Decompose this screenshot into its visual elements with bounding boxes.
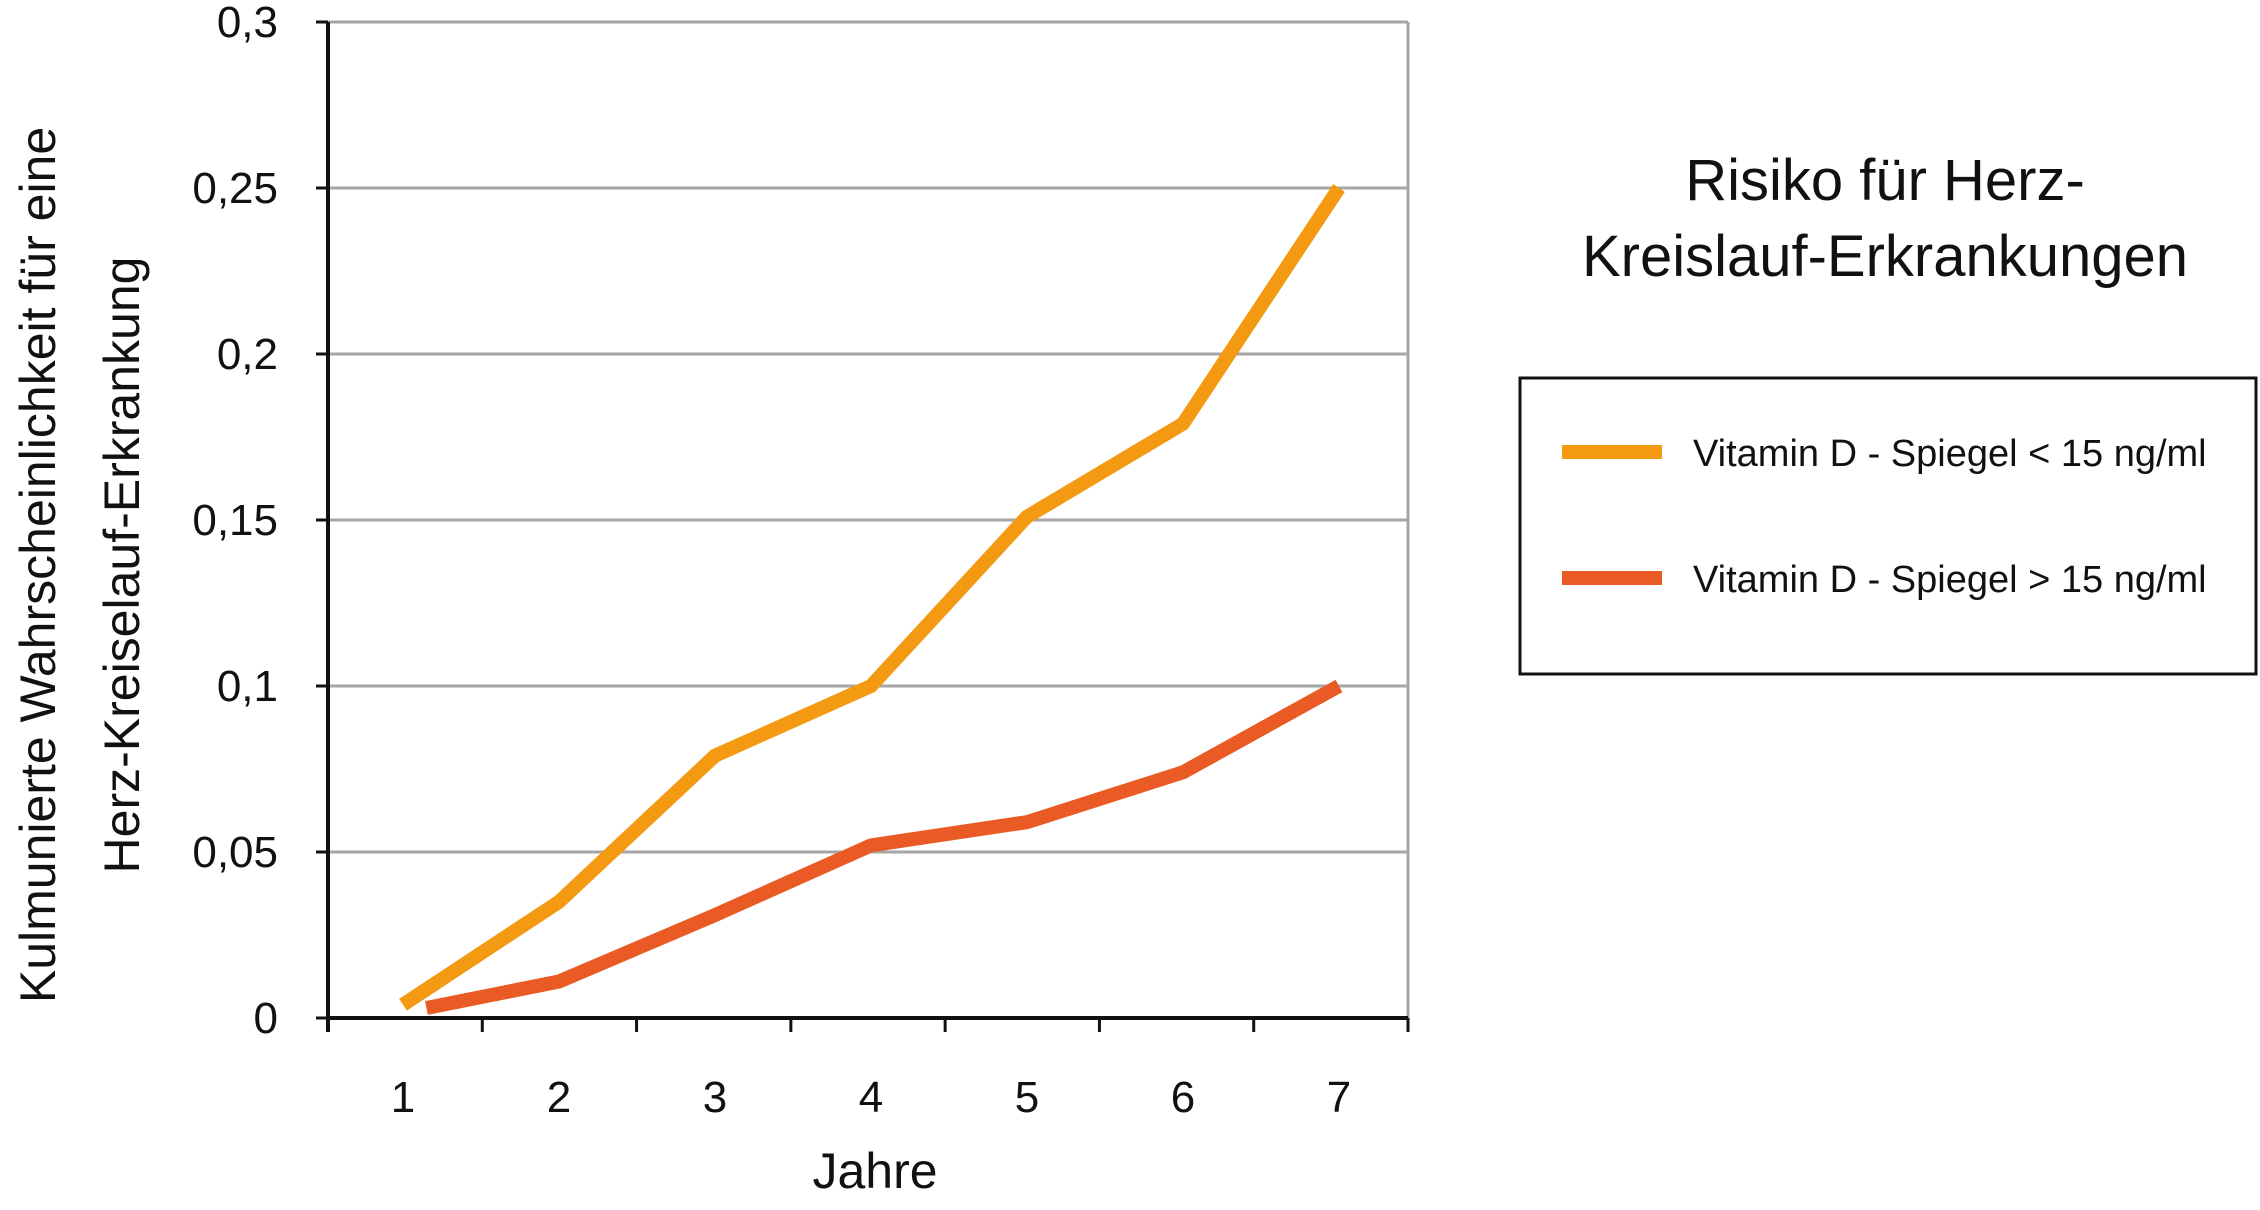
y-axis-title-line-2: Herz-Kreiselauf-Erkrankung xyxy=(94,257,150,874)
x-tick-label: 1 xyxy=(391,1073,415,1122)
chart-title-line-1: Risiko für Herz- xyxy=(1685,148,2085,213)
series-line-2 xyxy=(425,679,1343,1015)
x-tick-labels: 1 2 3 4 5 6 7 xyxy=(391,1073,1351,1122)
x-tick-label: 6 xyxy=(1171,1073,1195,1122)
y-axis-title-line-1: Kulmunierte Wahrscheinlichkeit für eine xyxy=(10,127,66,1003)
x-tick-label: 4 xyxy=(859,1073,883,1122)
legend-label-series-2: Vitamin D - Spiegel > 15 ng/ml xyxy=(1693,559,2207,601)
y-tick-label: 0,25 xyxy=(192,164,278,213)
y-tick-label: 0,2 xyxy=(217,330,278,379)
x-tick-label: 7 xyxy=(1327,1073,1351,1122)
x-tick-label: 2 xyxy=(547,1073,571,1122)
x-axis-title: Jahre xyxy=(812,1143,937,1199)
legend-box xyxy=(1518,376,2258,676)
y-tick-label: 0,3 xyxy=(217,0,278,47)
y-tick-label: 0 xyxy=(254,994,278,1043)
chart-title-line-2: Kreislauf-Erkrankungen xyxy=(1582,224,2188,289)
x-tick-label: 3 xyxy=(703,1073,727,1122)
gridlines xyxy=(328,20,1410,1018)
y-tick-labels: 0 0,05 0,1 0,15 0,2 0,25 0,3 xyxy=(192,0,278,1043)
legend: Vitamin D - Spiegel < 15 ng/ml Vitamin D… xyxy=(1518,376,2258,676)
series-lines xyxy=(399,184,1345,1015)
y-tick-label: 0,1 xyxy=(217,662,278,711)
x-tick-label: 5 xyxy=(1015,1073,1039,1122)
y-tick-label: 0,05 xyxy=(192,828,278,877)
axes xyxy=(316,20,1410,1032)
y-tick-label: 0,15 xyxy=(192,496,278,545)
series-line-1 xyxy=(399,184,1345,1011)
legend-label-series-1: Vitamin D - Spiegel < 15 ng/ml xyxy=(1693,433,2207,475)
y-axis-title: Kulmunierte Wahrscheinlichkeit für eine … xyxy=(10,127,150,1003)
